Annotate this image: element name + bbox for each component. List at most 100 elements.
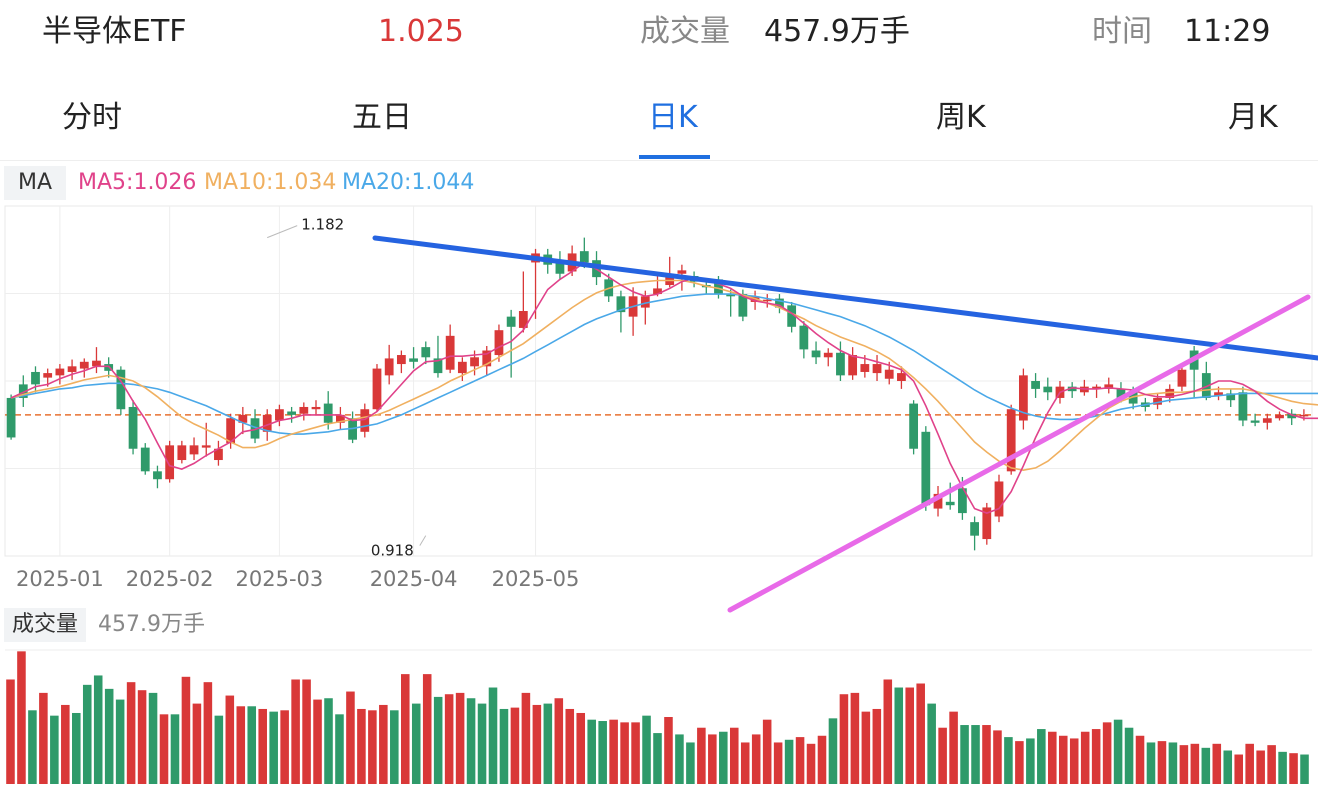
volume-bar xyxy=(971,725,980,784)
volume-bar xyxy=(115,699,125,784)
support-trendline xyxy=(727,294,1311,613)
time-label: 时间 xyxy=(1092,14,1152,49)
candle-body xyxy=(226,418,236,444)
candle-body xyxy=(823,352,833,358)
candle-body xyxy=(1018,375,1028,421)
volume-bar xyxy=(1037,729,1046,784)
volume-bar xyxy=(1190,743,1200,784)
candle-body xyxy=(1043,386,1053,393)
volume-bar xyxy=(1069,738,1079,784)
volume-bar xyxy=(565,708,575,784)
candle-body xyxy=(360,409,370,432)
candle-body xyxy=(775,298,784,308)
volume-bar xyxy=(993,730,1002,784)
candle-body xyxy=(43,373,53,378)
volume-bar xyxy=(620,722,629,784)
candle-body xyxy=(311,406,321,410)
x-axis-label: 2025-03 xyxy=(236,567,324,591)
candle-body xyxy=(275,409,284,421)
volume-bar xyxy=(280,710,289,784)
volume-bar xyxy=(762,719,772,784)
candle-body xyxy=(92,360,101,367)
tab-intraday[interactable]: 分时 xyxy=(62,100,122,135)
volume-bar xyxy=(817,735,827,784)
candle-body xyxy=(884,369,894,379)
candle-body xyxy=(994,481,1004,517)
volume-bar xyxy=(1135,735,1145,784)
volume-bar xyxy=(225,695,235,784)
candle-body xyxy=(982,507,992,540)
ma5-value: MA5:1.026 xyxy=(78,170,197,195)
volume-bar xyxy=(751,734,761,784)
volume-bar xyxy=(203,682,213,784)
volume-bar xyxy=(872,708,882,784)
volume-bar xyxy=(104,688,114,784)
volume-bar xyxy=(159,714,169,784)
candle-body xyxy=(726,294,736,297)
ma-lines xyxy=(10,261,1318,514)
candle-body xyxy=(933,493,943,509)
volume-tag[interactable]: 成交量 xyxy=(4,608,86,642)
candle-body xyxy=(140,447,150,472)
candle-body xyxy=(1275,414,1284,419)
volume-bar xyxy=(247,706,257,784)
candle-body xyxy=(6,397,16,438)
volume-bar xyxy=(521,692,531,784)
volume-bar xyxy=(1026,738,1035,784)
volume-bar xyxy=(335,714,344,784)
candle-body xyxy=(665,273,675,286)
tab-weekly-k[interactable]: 周K xyxy=(936,100,986,135)
volume-bar xyxy=(488,687,498,784)
candle-body xyxy=(762,299,772,302)
candle-body xyxy=(165,445,175,480)
volume-bar xyxy=(861,711,871,784)
resistance-trendline xyxy=(372,235,1318,361)
volume-bar xyxy=(170,714,180,784)
volume-bar xyxy=(1267,745,1276,784)
tab-five-day[interactable]: 五日 xyxy=(352,100,412,135)
volume-bar xyxy=(1113,719,1123,784)
volume-bar xyxy=(1091,729,1101,784)
candle-body xyxy=(1104,384,1114,389)
ma-tag[interactable]: MA xyxy=(4,166,66,200)
tab-monthly-k[interactable]: 月K xyxy=(1228,100,1278,135)
period-tabs: 分时 五日 日K 周K 月K xyxy=(0,86,1318,161)
annotation-label: 0.918 xyxy=(371,542,414,560)
volume-bar xyxy=(181,676,191,784)
latest-price: 1.025 xyxy=(378,14,464,49)
candle-body xyxy=(1128,392,1138,404)
candle-body xyxy=(787,305,797,327)
candle-body xyxy=(31,371,40,385)
candle-body xyxy=(421,347,431,358)
candle-body xyxy=(677,270,687,274)
volume-bar xyxy=(642,715,651,784)
volume-bar xyxy=(1048,731,1057,784)
trendlines xyxy=(372,235,1318,613)
candle-body xyxy=(1262,418,1272,423)
security-name: 半导体ETF xyxy=(42,14,187,49)
volume-bar xyxy=(1146,742,1156,784)
volume-bar xyxy=(357,708,366,784)
volume-bar xyxy=(466,698,476,784)
volume-bar xyxy=(740,742,750,784)
volume-bar xyxy=(6,679,15,784)
volume-bar xyxy=(258,708,267,784)
candle-body xyxy=(909,403,919,449)
volume-bar xyxy=(50,715,59,784)
x-axis-label: 2025-01 xyxy=(16,567,104,591)
volume-bar xyxy=(1168,742,1178,784)
tab-daily-k[interactable]: 日K xyxy=(648,100,698,135)
candle-body xyxy=(1177,369,1187,387)
candle-body xyxy=(1153,397,1162,405)
volume-bar xyxy=(587,719,596,784)
price-annotations: 1.182 0.918 xyxy=(267,216,427,560)
volume-bar xyxy=(719,731,728,784)
volume-bar xyxy=(313,699,322,784)
candle-body xyxy=(1299,414,1309,417)
ma10-value: MA10:1.034 xyxy=(204,170,337,195)
candle-body xyxy=(640,296,650,308)
volume-bar xyxy=(61,704,70,784)
volume-bar xyxy=(379,704,388,784)
candle-body xyxy=(811,350,821,358)
